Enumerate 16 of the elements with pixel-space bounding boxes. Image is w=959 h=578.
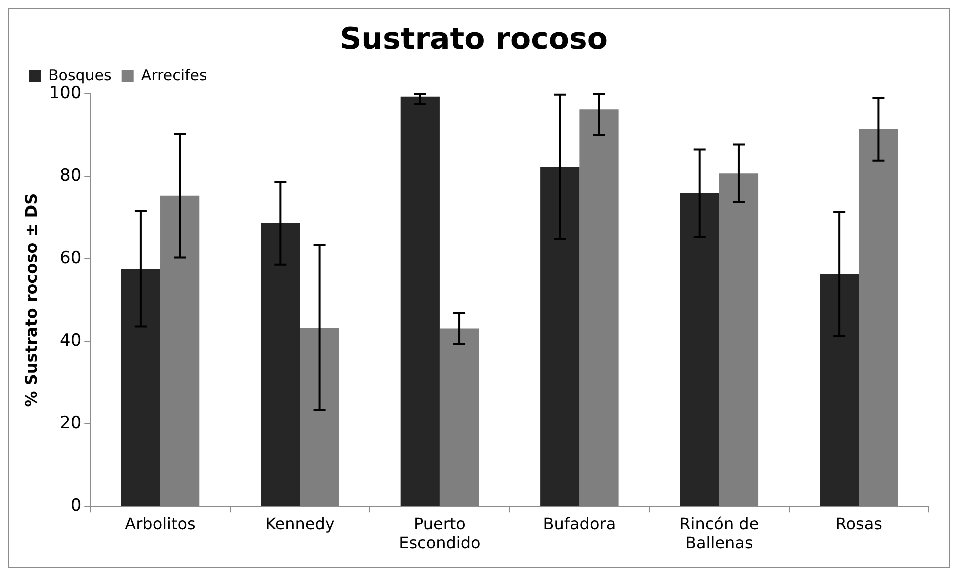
x-tick-label: Arbolitos — [125, 514, 196, 534]
x-tick-label: Bufadora — [543, 514, 616, 534]
y-tick-label: 60 — [60, 248, 82, 268]
y-tick-label: 80 — [60, 166, 82, 186]
y-axis-title: % Sustrato rocoso ± DS — [22, 193, 41, 408]
x-tick-label: Puerto Escondido — [399, 514, 481, 553]
y-tick-label: 0 — [70, 496, 82, 516]
y-tick-label: 100 — [49, 83, 82, 104]
y-tick-label: 40 — [60, 330, 82, 351]
y-tick-label: 20 — [60, 414, 82, 434]
legend-label: Bosques — [48, 66, 112, 84]
chart-title: Sustrato rocoso — [340, 22, 608, 57]
x-tick-label: Kennedy — [266, 514, 335, 534]
legend-label: Arrecifes — [141, 66, 208, 84]
x-tick-label: Rincón de Ballenas — [680, 514, 760, 553]
x-tick-label: Rosas — [836, 514, 882, 534]
